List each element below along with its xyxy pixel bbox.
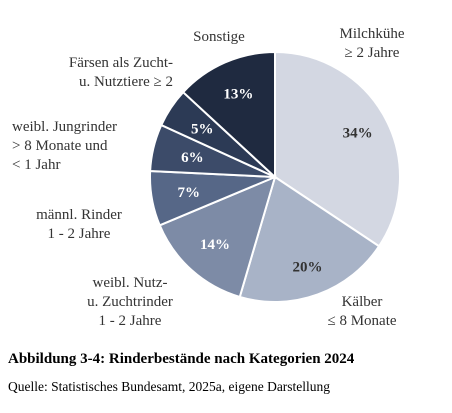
slice-category-label: weibl. Nutz-u. Zuchtrinder 1 - 2 Jahre — [87, 275, 173, 329]
slice-percent-label: 14% — [200, 237, 230, 253]
pie-slice-1 — [238, 175, 381, 304]
slice-percent-label: 5% — [191, 122, 214, 138]
slice-category-label: männl. Rinder 1 - 2 Jahre — [36, 207, 122, 242]
pie-slice-6 — [181, 50, 276, 180]
slice-percent-label: 7% — [178, 185, 201, 201]
slice-category-label: weibl. Jungrinder > 8 Monate und < 1 Jahr — [12, 119, 117, 173]
slice-percent-label: 34% — [343, 126, 373, 142]
slice-category-label: Milchkühe ≥ 2 Jahre — [340, 26, 405, 61]
pie-slice-2 — [158, 175, 277, 299]
figure-caption: Abbildung 3-4: Rinderbestände nach Kateg… — [8, 351, 355, 367]
slice-percent-label: 20% — [293, 259, 323, 275]
slice-percent-label: 13% — [223, 86, 253, 102]
slice-percent-label: 6% — [181, 150, 204, 166]
slice-category-label: Färsen als Zucht-u. Nutztiere ≥ 2 — [69, 55, 173, 90]
figure-source: Quelle: Statistisches Bundesamt, 2025a, … — [8, 379, 331, 394]
pie-chart: 34% 20% 14% 7% 6% 5% 13% Milchkühe ≥ 2 Jahre Käl… — [12, 26, 405, 329]
slice-category-label: Sonstige — [193, 29, 245, 45]
slice-category-label: Kälber ≤ 8 Monate — [327, 294, 396, 329]
